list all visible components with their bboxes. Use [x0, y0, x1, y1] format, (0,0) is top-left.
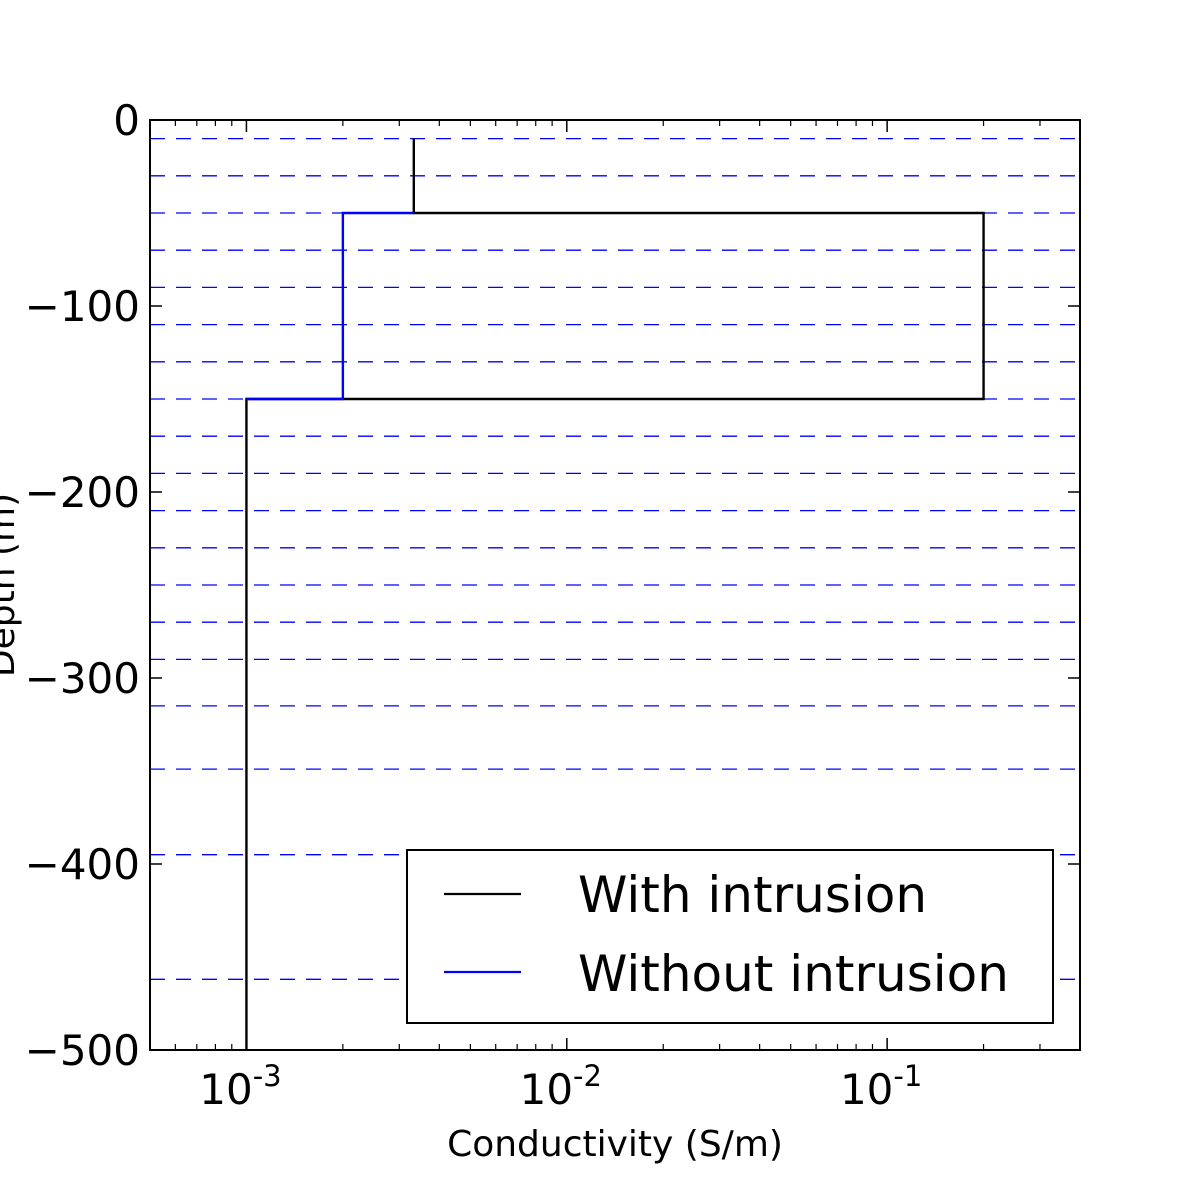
x-tick-labels: 10-3 10-2 10-1 [199, 1059, 922, 1114]
x-tick-label-exponent: -1 [893, 1059, 922, 1093]
y-tick-label: 0 [113, 96, 140, 145]
legend-label-with-intrusion: With intrusion [578, 866, 927, 924]
legend: With intrusion Without intrusion [406, 849, 1054, 1024]
x-tick-label-base: 10 [520, 1065, 573, 1114]
y-tick-label: −100 [25, 282, 140, 331]
x-tick-label-base: 10 [840, 1065, 893, 1114]
y-tick-label: −400 [25, 840, 140, 889]
x-axis-label: Conductivity (S/m) [447, 1124, 783, 1165]
legend-label-without-intrusion: Without intrusion [578, 945, 1009, 1003]
legend-box [406, 849, 1054, 1024]
y-tick-labels: 0 −100 −200 −300 −400 −500 [25, 96, 140, 1075]
x-tick-label: 10-3 [199, 1059, 281, 1114]
y-tick-label: −500 [25, 1026, 140, 1075]
series-lines [245, 138, 985, 1050]
series-line-without-intrusion [246, 211, 414, 401]
y-tick-label: −200 [25, 468, 140, 517]
series-line-with-intrusion [245, 138, 985, 1050]
y-tick-label: −300 [25, 654, 140, 703]
y-axis-label: Depth (m) [0, 493, 23, 677]
x-tick-label-exponent: -2 [573, 1059, 602, 1093]
x-tick-label-exponent: -3 [253, 1059, 282, 1093]
plot-frame [149, 119, 1081, 1051]
x-tick-label: 10-1 [840, 1059, 922, 1114]
x-tick-label-base: 10 [199, 1065, 252, 1114]
x-tick-label: 10-2 [520, 1059, 602, 1114]
